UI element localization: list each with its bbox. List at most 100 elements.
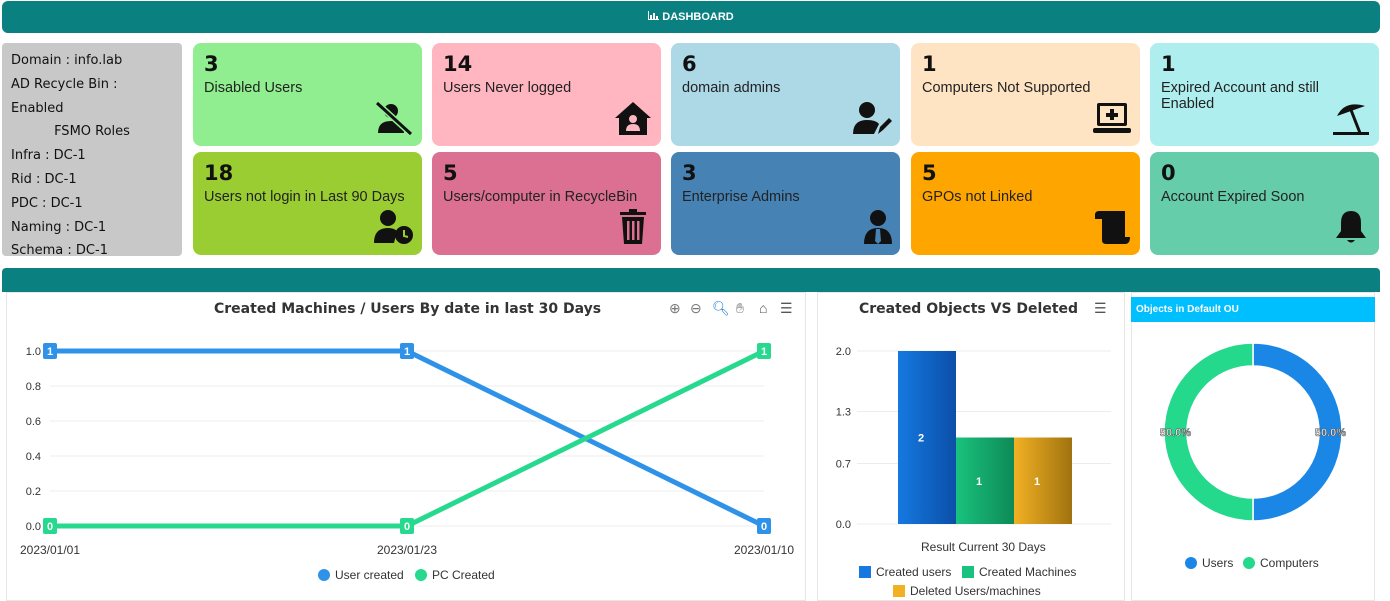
card-value: 5 — [922, 161, 937, 185]
x-tick-label: 2023/01/23 — [377, 543, 437, 557]
reset-zoom-icon[interactable]: ⌂ — [759, 300, 768, 316]
card-gpos-not-linked[interactable]: 5 GPOs not Linked — [911, 152, 1140, 255]
data-label-box — [43, 343, 57, 359]
bar-1 — [956, 437, 1014, 524]
card-value: 5 — [443, 161, 458, 185]
series-line-1 — [50, 348, 766, 529]
card-expired-account-enabled[interactable]: 1 Expired Account and still Enabled — [1150, 43, 1379, 146]
card-label: Account Expired Soon — [1161, 189, 1305, 205]
card-label: Disabled Users — [204, 80, 303, 96]
section-divider — [2, 268, 1380, 292]
bar-chart-menu-icon[interactable]: ☰ — [1094, 300, 1107, 316]
data-label: 1 — [47, 346, 53, 358]
legend-users[interactable]: Users — [1185, 556, 1233, 570]
card-label: Users Never logged — [443, 80, 572, 96]
domain-text: Domain : info.lab — [11, 53, 123, 68]
card-enterprise-admins[interactable]: 3 Enterprise Admins — [671, 152, 900, 255]
bell-icon — [1336, 211, 1366, 243]
data-label: 0 — [404, 521, 410, 533]
legend-label: Users — [1202, 556, 1234, 570]
card-disabled-users[interactable]: 3 Disabled Users — [193, 43, 422, 146]
scroll-icon — [1095, 211, 1130, 244]
bar-data-label: 2 — [918, 433, 924, 445]
y-tick-label: 0.0 — [26, 521, 41, 533]
card-value: 3 — [204, 52, 219, 76]
trash-icon — [620, 209, 646, 244]
y-tick-label: 2.0 — [836, 346, 851, 358]
card-account-expired-soon[interactable]: 0 Account Expired Soon — [1150, 152, 1379, 255]
pdc-text: PDC : DC-1 — [11, 195, 83, 211]
pan-icon[interactable]: ✋︎ — [736, 300, 744, 316]
zoom-out-icon[interactable]: ⊖ — [690, 300, 702, 316]
house-user-icon — [615, 102, 651, 135]
card-value: 1 — [1161, 52, 1176, 76]
card-label: Enterprise Admins — [682, 189, 800, 205]
user-slash-icon — [374, 100, 414, 136]
legend-marker — [1185, 557, 1197, 569]
umbrella-beach-icon — [1333, 104, 1369, 135]
bar-x-label: Result Current 30 Days — [921, 540, 1046, 554]
legend-user-created[interactable]: User created — [318, 568, 404, 582]
legend-deleted[interactable]: Deleted Users/machines — [893, 584, 1041, 598]
rid-text: Rid : DC-1 — [11, 171, 77, 187]
x-tick-label: 2023/01/01 — [20, 543, 80, 557]
card-value: 1 — [922, 52, 937, 76]
zoom-in-icon[interactable]: ⊕ — [669, 300, 681, 316]
legend-marker — [318, 569, 330, 581]
bar-data-label: 1 — [976, 476, 982, 488]
card-recyclebin[interactable]: 5 Users/computer in RecycleBin — [432, 152, 661, 255]
data-label: 0 — [47, 521, 53, 533]
data-label-box — [43, 518, 57, 534]
legend-label: User created — [335, 568, 404, 582]
y-tick-label: 0.7 — [836, 458, 851, 470]
card-label: Users/computer in RecycleBin — [443, 189, 638, 205]
donut-data-label: 50.0% — [1160, 427, 1191, 439]
legend-created-users[interactable]: Created users — [859, 565, 951, 579]
legend-created-machines[interactable]: Created Machines — [962, 565, 1076, 579]
card-users-not-login-90[interactable]: 18 Users not login in Last 90 Days — [193, 152, 422, 255]
recycle-bin-text: AD Recycle Bin : Enabled — [11, 76, 118, 116]
card-value: 18 — [204, 161, 234, 185]
user-clock-icon — [374, 210, 413, 244]
data-label: 1 — [404, 346, 410, 358]
card-label: domain admins — [682, 80, 781, 96]
card-users-never-logged[interactable]: 14 Users Never logged — [432, 43, 661, 146]
bar-chart-icon — [648, 11, 660, 23]
legend-computers[interactable]: Computers — [1243, 556, 1319, 570]
data-label-box — [757, 518, 771, 534]
card-computers-not-supported[interactable]: 1 Computers Not Supported — [911, 43, 1140, 146]
y-tick-label: 1.0 — [26, 346, 41, 358]
legend-marker — [859, 566, 871, 578]
y-tick-label: 0.2 — [26, 486, 41, 498]
legend-marker — [415, 569, 427, 581]
card-value: 14 — [443, 52, 473, 76]
y-tick-label: 1.3 — [836, 407, 851, 419]
bar-2 — [1014, 437, 1072, 524]
donut-header: Objects in Default OU — [1131, 297, 1375, 322]
fsmo-roles-heading: FSMO Roles — [54, 124, 130, 140]
legend-label: Created users — [876, 565, 952, 579]
bar-chart-title: Created Objects VS Deleted — [859, 301, 1079, 317]
naming-text: Naming : DC-1 — [11, 219, 107, 235]
data-label: 1 — [761, 346, 767, 358]
legend-pc-created[interactable]: PC Created — [415, 568, 495, 582]
zoom-select-icon[interactable]: 🔍︎ — [712, 300, 730, 316]
donut-data-label: 50.0% — [1315, 427, 1346, 439]
infra-text: Infra : DC-1 — [11, 148, 86, 164]
legend-marker — [1243, 557, 1255, 569]
card-domain-admins[interactable]: 6 domain admins — [671, 43, 900, 146]
data-label-box — [400, 518, 414, 534]
bar-chart-svg: 0.0 0.7 1.3 2.0 2 1 1 — [836, 346, 1111, 531]
card-label: Computers Not Supported — [922, 80, 1091, 96]
data-label-box — [400, 343, 414, 359]
chart-menu-icon[interactable]: ☰ — [780, 300, 793, 316]
donut-slice-1 — [1163, 342, 1254, 522]
legend-label: Created Machines — [979, 565, 1077, 579]
legend-label: Deleted Users/machines — [910, 584, 1041, 598]
y-tick-label: 0.6 — [26, 416, 41, 428]
domain-info-panel: Domain : info.lab AD Recycle Bin : Enabl… — [2, 43, 182, 258]
data-label-box — [757, 343, 771, 359]
card-label: Users not login in Last 90 Days — [204, 189, 405, 205]
legend-label: Computers — [1260, 556, 1319, 570]
y-tick-label: 0.8 — [26, 381, 41, 393]
